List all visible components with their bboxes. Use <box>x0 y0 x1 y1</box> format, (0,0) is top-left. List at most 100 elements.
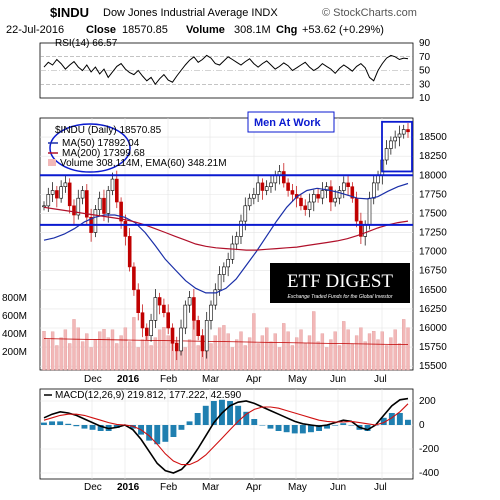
volume-bar <box>269 341 273 371</box>
macd-histogram-bar <box>243 411 250 425</box>
close-value: 18570.85 <box>122 24 168 36</box>
volume-bar <box>128 341 132 371</box>
price-candle-body <box>269 182 273 187</box>
symbol-title: $INDU <box>50 5 90 20</box>
volume-bar <box>384 345 389 371</box>
macd-histogram-bar <box>405 419 411 425</box>
volume-value: 308.1M <box>234 24 271 36</box>
macd-x-tick-label: 2016 <box>117 482 140 493</box>
logo-tagline: Exchange Traded Funds for the Global Inv… <box>288 294 393 300</box>
volume-bar <box>307 335 312 371</box>
macd-histogram-bar <box>170 425 177 437</box>
price-x-tick-label: Apr <box>246 374 262 385</box>
annotation-box <box>247 111 335 133</box>
price-candle-body <box>376 175 380 184</box>
ma200-line <box>43 206 409 251</box>
macd-histogram-bar <box>388 413 395 425</box>
price-candle-body <box>320 190 325 199</box>
price-candle-body <box>286 182 290 191</box>
volume-bar <box>337 345 342 371</box>
price-candle-body <box>187 297 192 306</box>
volume-bar <box>346 329 350 371</box>
volume-bar <box>187 339 192 371</box>
price-tick-label: 15750 <box>419 342 447 353</box>
price-candle-body <box>264 186 269 191</box>
annotation-text: Men At Work <box>254 117 321 129</box>
price-candle-body <box>179 327 183 352</box>
macd-panel-frame <box>39 388 414 480</box>
source-credit: © StockCharts.com <box>322 7 417 19</box>
volume-bar <box>93 339 98 371</box>
price-candle-body <box>329 186 333 203</box>
macd-histogram-bar <box>283 425 290 433</box>
volume-bar <box>282 323 286 371</box>
price-panel-frame <box>39 117 414 371</box>
macd-histogram-bar <box>41 422 47 425</box>
volume-bar <box>286 331 290 371</box>
price-candle-body <box>136 289 140 313</box>
price-candle-body <box>359 220 363 237</box>
price-candle-body <box>363 224 368 237</box>
ma50-line <box>43 182 409 294</box>
price-candle-body <box>226 258 230 268</box>
volume-bar <box>183 347 187 371</box>
price-tick-label: 16250 <box>419 304 447 315</box>
macd-histogram-bar <box>332 425 339 426</box>
price-tick-label: 18500 <box>419 132 447 143</box>
close-label: Close <box>86 24 116 36</box>
price-candle-body <box>157 297 162 306</box>
volume-bar <box>59 337 63 371</box>
volume-bar <box>350 343 354 371</box>
macd-histogram-bar <box>364 425 371 431</box>
macd-histogram-bar <box>291 425 298 434</box>
price-x-tick-label: Feb <box>160 374 178 385</box>
volume-bar <box>106 337 110 371</box>
macd-tick-label: 200 <box>419 396 436 407</box>
volume-bar <box>230 347 235 371</box>
price-candle-body <box>153 297 158 321</box>
volume-bar <box>277 347 282 371</box>
volume-bar <box>196 345 200 371</box>
volume-tick-label: 600M <box>2 311 27 322</box>
price-candle-body <box>127 236 132 268</box>
macd-histogram-bar <box>89 425 96 430</box>
price-candle-body <box>85 190 89 218</box>
logo-background <box>270 263 410 303</box>
price-candle-body <box>367 197 372 226</box>
volume-bar <box>80 341 85 371</box>
macd-histogram-bar <box>348 425 355 426</box>
volume-bar <box>98 331 102 371</box>
volume-label: Volume <box>186 24 225 36</box>
price-tick-label: 17750 <box>419 189 447 200</box>
price-label: $INDU (Daily) 18570.85 <box>55 125 162 136</box>
volume-legend-label: Volume 308,114M, EMA(60) 348.21M <box>60 158 227 169</box>
price-candle-body <box>346 182 350 187</box>
volume-bar <box>397 343 402 371</box>
price-candle-body <box>324 186 329 191</box>
macd-histogram-bar <box>380 417 387 425</box>
price-candle-body <box>213 289 218 306</box>
price-candle-body <box>93 209 98 233</box>
volume-bar <box>209 343 213 371</box>
volume-tick-label: 400M <box>2 329 27 340</box>
price-candle-body <box>115 178 119 203</box>
price-candle-body <box>123 220 128 237</box>
price-candle-body <box>72 205 76 216</box>
volume-bar <box>123 327 128 371</box>
price-tick-label: 17500 <box>419 208 447 219</box>
price-x-tick-label: Jun <box>330 374 346 385</box>
rsi-tick-label: 10 <box>419 93 431 104</box>
macd-histogram-bar <box>275 425 282 431</box>
price-candle-body <box>273 175 278 184</box>
macd-histogram-bar <box>81 425 88 429</box>
price-candle-body <box>196 320 200 336</box>
price-candle-body <box>162 304 166 314</box>
macd-histogram-bar <box>97 425 104 431</box>
price-x-tick-label: Mar <box>202 374 220 385</box>
date-label: 22-Jul-2016 <box>6 24 65 36</box>
price-candle-body <box>303 205 308 210</box>
macd-x-tick-label: Apr <box>246 482 262 493</box>
volume-bar <box>359 327 363 371</box>
volume-bar <box>76 327 80 371</box>
macd-x-tick-label: May <box>288 482 307 493</box>
